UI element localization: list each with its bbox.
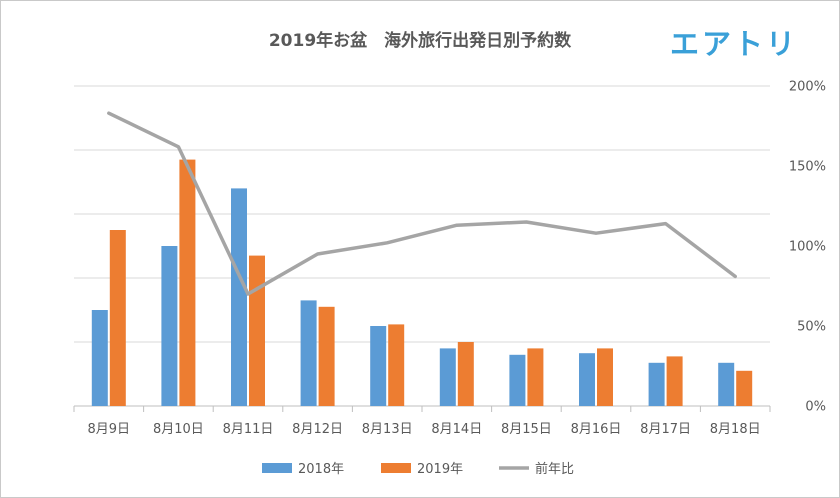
y-right-tick-label: 0% bbox=[805, 400, 826, 415]
bar-2019年-8月14日 bbox=[457, 342, 474, 406]
brand-logo: エアトリ bbox=[670, 27, 798, 61]
chart-title: 2019年お盆 海外旅行出発日別予約数 bbox=[269, 30, 572, 51]
legend: 2018年 2019年 前年比 bbox=[262, 461, 574, 477]
line-前年比 bbox=[107, 111, 737, 296]
bar-2019年-8月9日 bbox=[109, 230, 126, 406]
y-right-tick-label: 200% bbox=[789, 80, 826, 95]
bar-2019年-8月10日 bbox=[179, 159, 196, 406]
bars bbox=[91, 159, 753, 406]
y-right-tick-label: 50% bbox=[797, 320, 826, 335]
line-series bbox=[107, 111, 737, 296]
x-tick-label: 8月9日 bbox=[88, 422, 131, 437]
bar-2019年-8月13日 bbox=[388, 324, 405, 406]
x-tick-label: 8月13日 bbox=[362, 422, 413, 437]
bar-2018年-8月18日 bbox=[718, 362, 735, 406]
legend-label: 前年比 bbox=[535, 461, 574, 477]
bar-2019年-8月11日 bbox=[249, 255, 265, 406]
bar-2018年-8月10日 bbox=[161, 246, 178, 406]
x-tick-label: 8月18日 bbox=[710, 422, 761, 437]
x-tick-label: 8月16日 bbox=[571, 422, 622, 437]
legend-label: 2018年 bbox=[298, 462, 344, 477]
y-axis-right: 0% 50% 100% 150% 200% bbox=[789, 80, 826, 415]
legend-label: 2019年 bbox=[417, 462, 463, 477]
x-tick-label: 8月15日 bbox=[501, 422, 552, 437]
bar-2019年-8月16日 bbox=[597, 348, 613, 406]
bar-2019年-8月18日 bbox=[736, 370, 753, 406]
x-tick-label: 8月12日 bbox=[292, 422, 343, 437]
bar-2019年-8月15日 bbox=[527, 348, 544, 406]
bar-2018年-8月11日 bbox=[231, 188, 247, 406]
bar-2018年-8月16日 bbox=[579, 353, 595, 406]
y-right-tick-label: 100% bbox=[789, 240, 826, 255]
x-tick-label: 8月10日 bbox=[153, 422, 204, 437]
bar-2018年-8月14日 bbox=[439, 348, 456, 406]
x-tick-label: 8月17日 bbox=[640, 422, 691, 437]
legend-swatch-2019年 bbox=[381, 463, 411, 473]
bar-2018年-8月12日 bbox=[300, 300, 317, 406]
x-axis: 8月9日 8月10日 8月11日 8月12日 8月13日 8月14日 8月15日 8月16日 8… bbox=[73, 406, 771, 437]
x-tick-label: 8月11日 bbox=[223, 422, 274, 437]
bar-2018年-8月13日 bbox=[370, 326, 387, 406]
bar-2018年-8月15日 bbox=[509, 354, 526, 406]
bar-2019年-8月17日 bbox=[666, 356, 683, 406]
gridlines bbox=[74, 85, 770, 407]
y-right-tick-label: 150% bbox=[789, 160, 826, 175]
bar-2018年-8月17日 bbox=[648, 362, 665, 406]
x-tick-label: 8月14日 bbox=[431, 422, 482, 437]
bar-2019年-8月12日 bbox=[318, 306, 335, 406]
legend-swatch-2018年 bbox=[262, 463, 292, 473]
bar-2018年-8月9日 bbox=[91, 310, 108, 406]
